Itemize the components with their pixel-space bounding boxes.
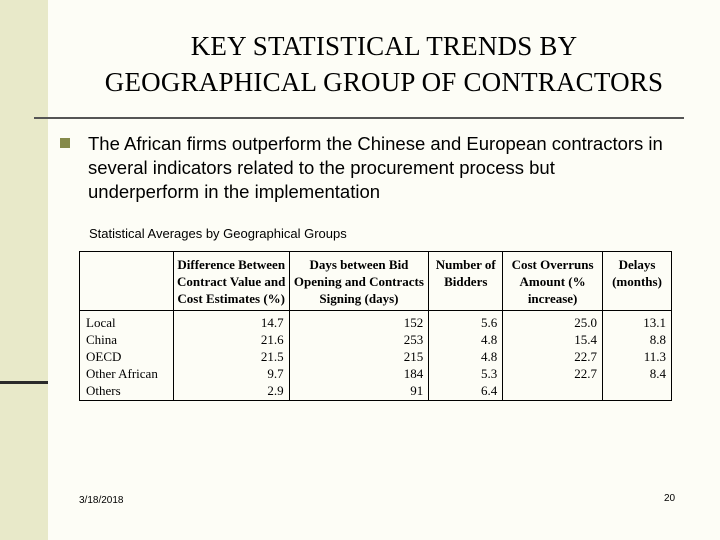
table-header-row: Difference Between Contract Value and Co… [80, 252, 672, 311]
cell-cost-overruns: 22.7 [503, 348, 603, 365]
row-label: OECD [80, 348, 174, 365]
cell-cost-overruns: 15.4 [503, 331, 603, 348]
header-bidders: Number of Bidders [429, 252, 503, 311]
statistics-table: Difference Between Contract Value and Co… [79, 251, 672, 401]
table-row: Local 14.7 152 5.6 25.0 13.1 [80, 311, 672, 332]
cell-days: 215 [289, 348, 429, 365]
side-rule [0, 381, 48, 384]
side-band [0, 0, 48, 540]
cell-difference: 21.6 [173, 331, 289, 348]
header-delays: Delays (months) [603, 252, 672, 311]
cell-difference: 14.7 [173, 311, 289, 332]
square-bullet-icon [60, 138, 70, 148]
cell-days: 184 [289, 365, 429, 382]
cell-bidders: 4.8 [429, 348, 503, 365]
cell-bidders: 5.3 [429, 365, 503, 382]
slide-title: KEY STATISTICAL TRENDS BY GEOGRAPHICAL G… [48, 28, 720, 100]
title-line-1: KEY STATISTICAL TRENDS BY [191, 31, 578, 61]
cell-delays: 13.1 [603, 311, 672, 332]
cell-delays: 8.8 [603, 331, 672, 348]
row-label: Other African [80, 365, 174, 382]
cell-bidders: 5.6 [429, 311, 503, 332]
table-row: China 21.6 253 4.8 15.4 8.8 [80, 331, 672, 348]
cell-delays [603, 382, 672, 401]
header-group [80, 252, 174, 311]
cell-cost-overruns [503, 382, 603, 401]
table-row: Others 2.9 91 6.4 [80, 382, 672, 401]
cell-bidders: 6.4 [429, 382, 503, 401]
cell-bidders: 4.8 [429, 331, 503, 348]
page-number: 20 [664, 493, 675, 504]
header-cost-overruns: Cost Overruns Amount (% increase) [503, 252, 603, 311]
footer-date: 3/18/2018 [79, 495, 124, 506]
table-row: OECD 21.5 215 4.8 22.7 11.3 [80, 348, 672, 365]
cell-difference: 21.5 [173, 348, 289, 365]
cell-difference: 9.7 [173, 365, 289, 382]
cell-delays: 8.4 [603, 365, 672, 382]
row-label: China [80, 331, 174, 348]
cell-days: 91 [289, 382, 429, 401]
title-line-2: GEOGRAPHICAL GROUP OF CONTRACTORS [105, 67, 663, 97]
table-caption: Statistical Averages by Geographical Gro… [89, 226, 347, 242]
row-label: Others [80, 382, 174, 401]
header-difference: Difference Between Contract Value and Co… [173, 252, 289, 311]
cell-days: 253 [289, 331, 429, 348]
cell-cost-overruns: 25.0 [503, 311, 603, 332]
table-row: Other African 9.7 184 5.3 22.7 8.4 [80, 365, 672, 382]
title-divider [34, 117, 684, 119]
cell-difference: 2.9 [173, 382, 289, 401]
cell-cost-overruns: 22.7 [503, 365, 603, 382]
bullet-item: The African firms outperform the Chinese… [60, 132, 680, 204]
header-days: Days between Bid Opening and Contracts S… [289, 252, 429, 311]
bullet-text: The African firms outperform the Chinese… [88, 132, 668, 204]
cell-delays: 11.3 [603, 348, 672, 365]
row-label: Local [80, 311, 174, 332]
cell-days: 152 [289, 311, 429, 332]
